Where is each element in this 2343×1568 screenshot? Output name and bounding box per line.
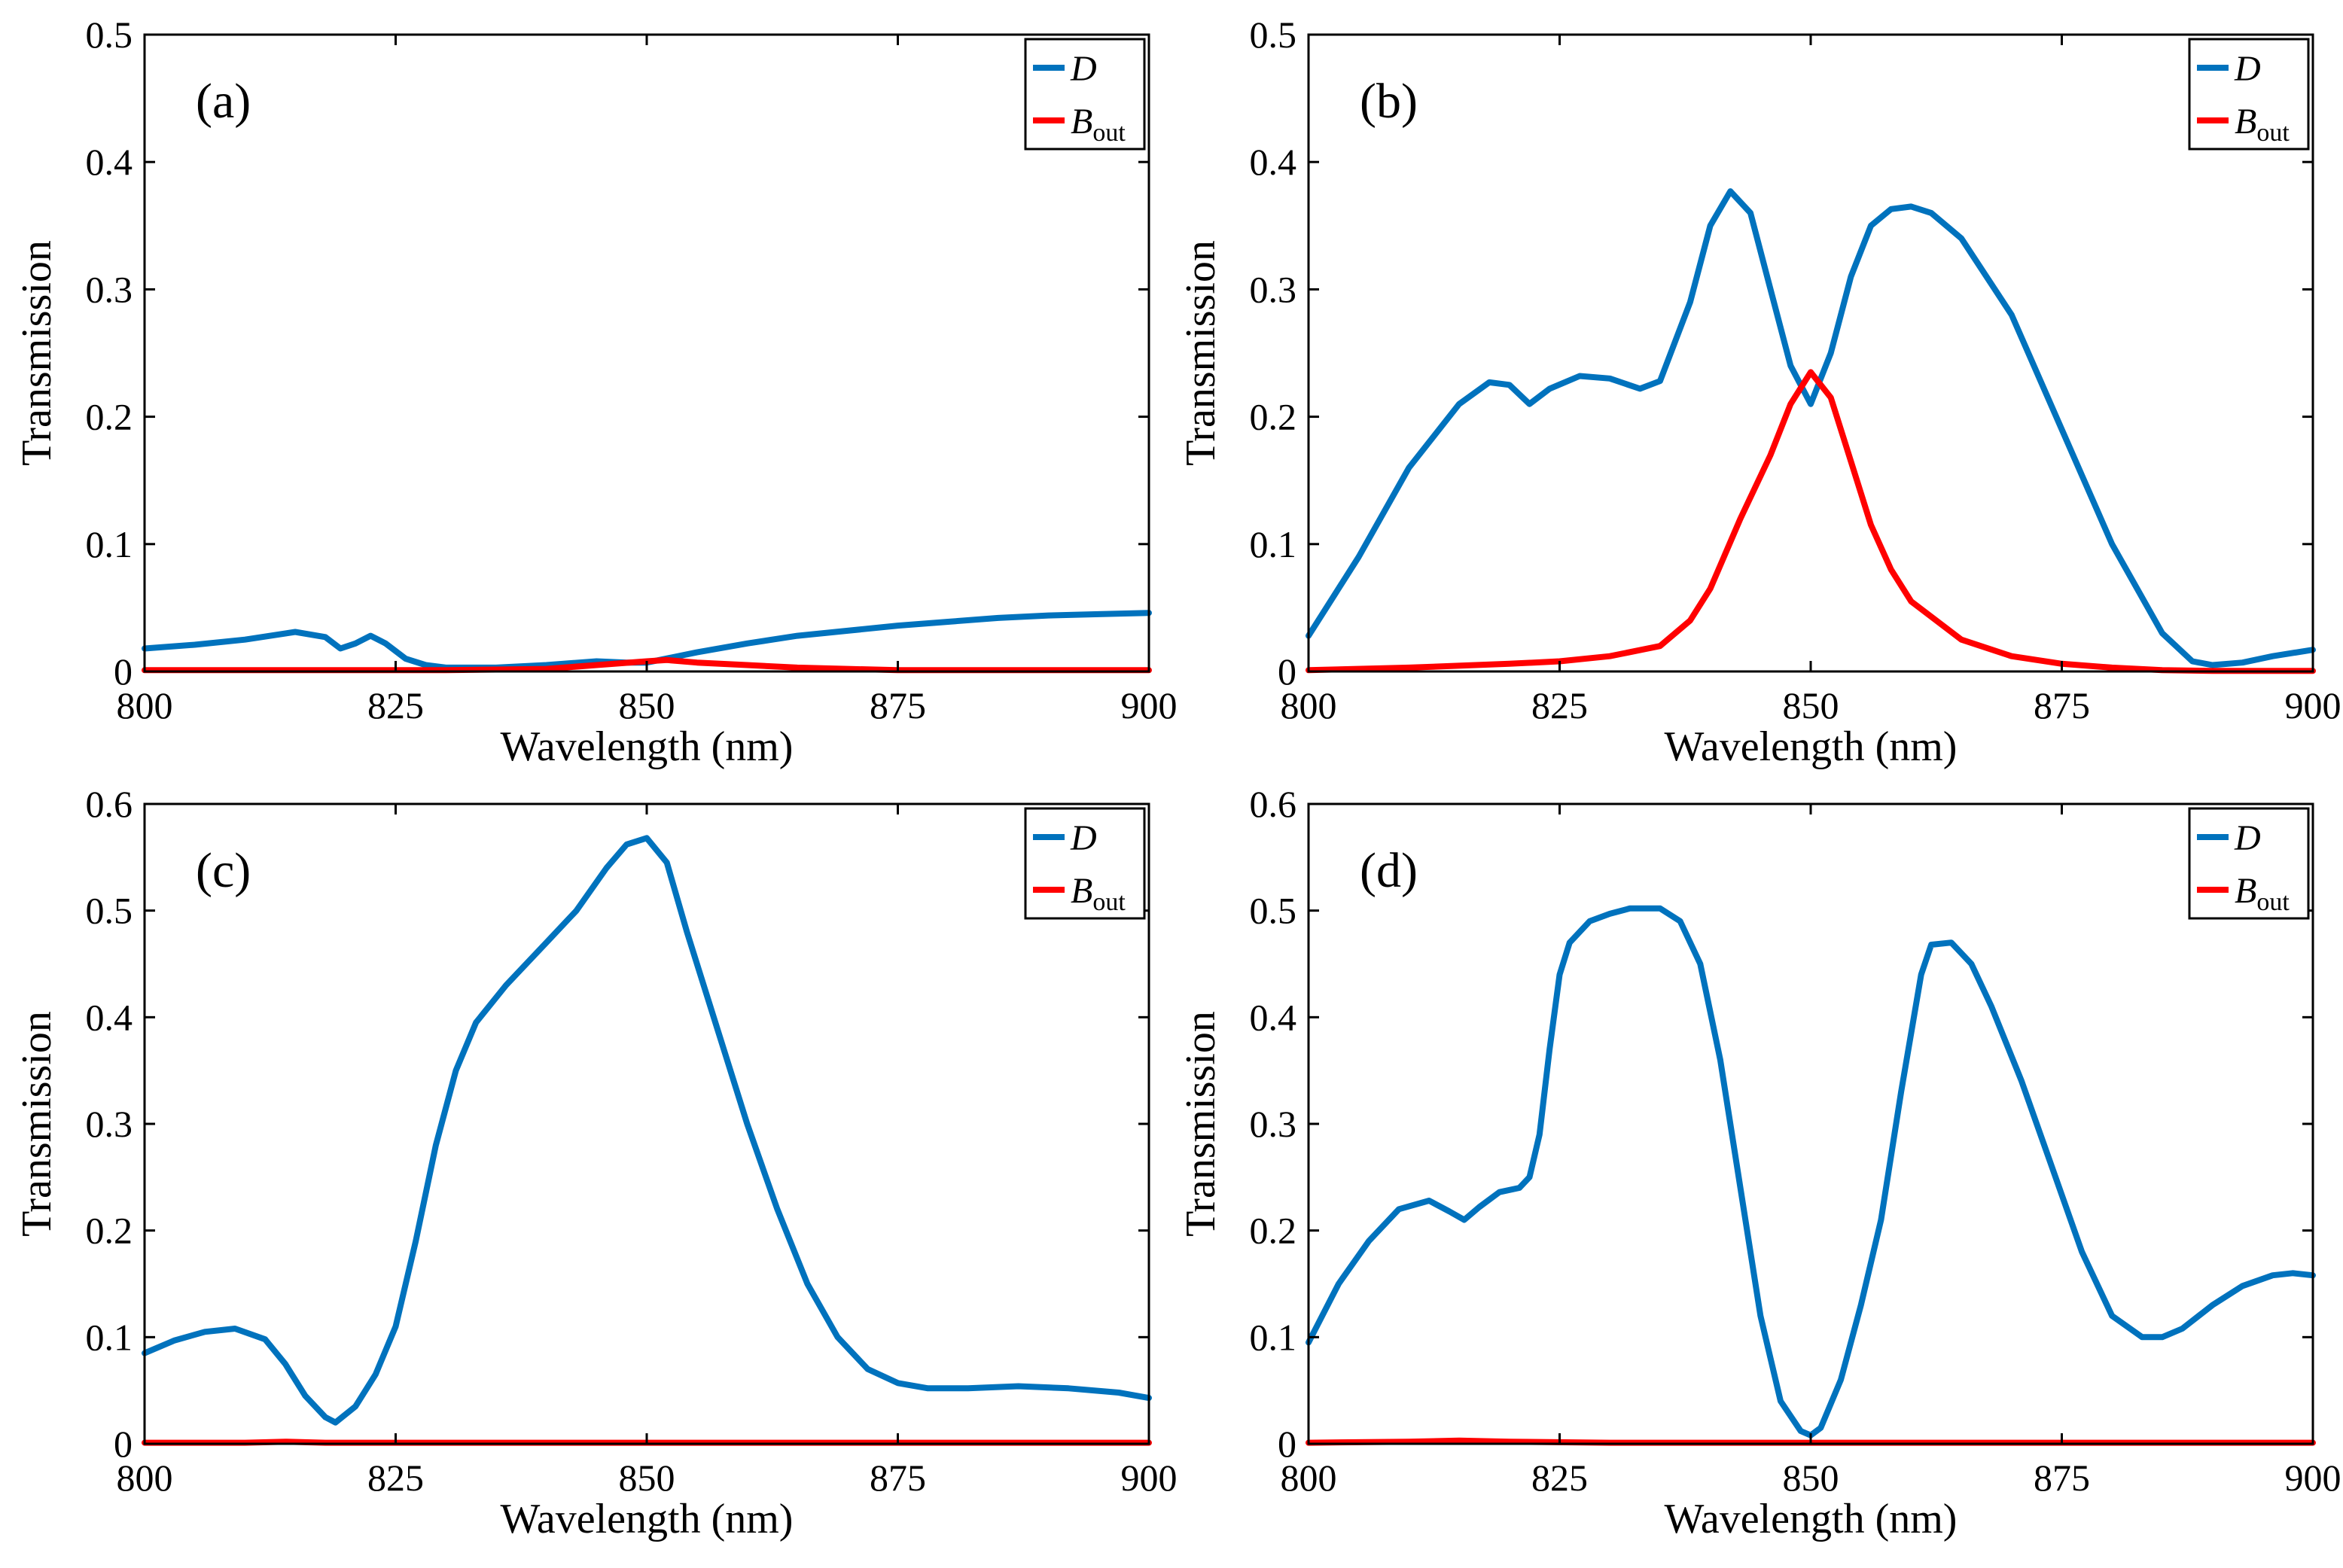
panel-label: (d) xyxy=(1360,843,1418,898)
y-tick-label: 0.6 xyxy=(1250,783,1297,825)
legend-box xyxy=(2188,38,2310,151)
y-tick-label: 0.2 xyxy=(1250,396,1297,438)
y-tick-label: 0 xyxy=(114,1423,133,1465)
plot-frame xyxy=(143,802,1150,1445)
x-tick-label: 900 xyxy=(1121,1457,1178,1499)
x-tick-label: 875 xyxy=(870,684,926,726)
y-tick-label: 0.4 xyxy=(86,996,133,1038)
y-tick-label: 0.1 xyxy=(1250,1316,1297,1358)
y-tick-label: 0.2 xyxy=(86,1210,133,1252)
series-line-d xyxy=(1306,905,2316,1439)
y-axis-label: Transmission xyxy=(14,1011,60,1237)
y-tick-label: 0 xyxy=(114,650,133,693)
y-tick-label: 0.5 xyxy=(1250,14,1297,56)
legend-box xyxy=(2188,807,2310,920)
y-tick-label: 0.3 xyxy=(86,1103,133,1145)
legend-label-bout: Bout xyxy=(1071,871,1126,916)
y-tick-label: 0.5 xyxy=(1250,890,1297,932)
y-tick-label: 0.4 xyxy=(1250,996,1297,1038)
x-tick-label: 850 xyxy=(619,684,675,726)
legend-label-bout: Bout xyxy=(2235,102,2290,147)
x-tick-label: 800 xyxy=(1281,684,1337,726)
x-tick-label: 825 xyxy=(367,1457,424,1499)
legend: D Bout xyxy=(2188,38,2310,151)
x-tick-label: 875 xyxy=(2034,684,2090,726)
legend-label-bout: Bout xyxy=(1071,102,1126,147)
y-tick-label: 0.5 xyxy=(86,14,133,56)
chart-panel-a: 800 825 850 875 900 0 0.1 0.2 0.3 0.4 0.5 Wavelengt… xyxy=(14,14,1178,770)
legend-box xyxy=(1024,807,1146,920)
panel-label: (a) xyxy=(196,74,251,129)
x-tick-label: 850 xyxy=(1783,684,1839,726)
x-tick-label: 875 xyxy=(2034,1457,2090,1499)
y-axis-label: Transmission xyxy=(1178,240,1224,466)
series-line-d xyxy=(142,610,1152,671)
plot-frame xyxy=(1307,33,2314,673)
series-line-d xyxy=(142,835,1152,1426)
y-tick-label: 0 xyxy=(1278,1423,1296,1465)
y-tick-label: 0.1 xyxy=(1250,523,1297,565)
x-tick-label: 875 xyxy=(870,1457,926,1499)
x-axis-label: Wavelength (nm) xyxy=(1665,1496,1958,1542)
panel-label: (b) xyxy=(1360,74,1418,129)
y-tick-label: 0.2 xyxy=(86,396,133,438)
y-tick-label: 0.4 xyxy=(1250,141,1297,183)
x-tick-label: 900 xyxy=(2285,684,2341,726)
x-tick-label: 900 xyxy=(2285,1457,2341,1499)
legend-label-d: D xyxy=(1070,49,1097,89)
x-axis-label: Wavelength (nm) xyxy=(1665,723,1958,770)
y-tick-label: 0.3 xyxy=(1250,1103,1297,1145)
chart-panel-c: 800 825 850 875 900 0 0.1 0.2 0.3 0.4 0.5 0.6 Wavele… xyxy=(14,783,1178,1542)
y-tick-label: 0.2 xyxy=(1250,1210,1297,1252)
legend: D Bout xyxy=(1024,38,1146,151)
plot-frame xyxy=(1307,802,2314,1445)
legend-label-bout: Bout xyxy=(2235,871,2290,916)
chart-panel-d: 800 825 850 875 900 0 0.1 0.2 0.3 0.4 0.5 0.6 Wavele… xyxy=(1178,783,2341,1542)
series-line-bout xyxy=(142,656,1152,674)
y-tick-label: 0.5 xyxy=(86,890,133,932)
y-axis-label: Transmission xyxy=(14,240,60,466)
y-tick-label: 0.6 xyxy=(86,783,133,825)
panel-label: (c) xyxy=(196,843,251,898)
legend-label-d: D xyxy=(1070,818,1097,858)
series-line-bout xyxy=(1306,369,2316,674)
x-tick-label: 900 xyxy=(1121,684,1178,726)
legend: D Bout xyxy=(1024,807,1146,920)
y-tick-label: 0.4 xyxy=(86,141,133,183)
x-tick-label: 800 xyxy=(1281,1457,1337,1499)
x-axis-label: Wavelength (nm) xyxy=(501,1496,794,1542)
y-axis-label: Transmission xyxy=(1178,1011,1224,1237)
legend-label-d: D xyxy=(2234,818,2261,858)
x-tick-label: 825 xyxy=(1531,1457,1588,1499)
legend-label-d: D xyxy=(2234,49,2261,89)
y-tick-label: 0.3 xyxy=(1250,268,1297,310)
legend-box xyxy=(1024,38,1146,151)
plot-frame xyxy=(143,33,1150,673)
y-tick-label: 0.3 xyxy=(86,268,133,310)
y-tick-label: 0 xyxy=(1278,650,1296,693)
x-tick-label: 800 xyxy=(117,1457,173,1499)
x-tick-label: 825 xyxy=(1531,684,1588,726)
x-axis-label: Wavelength (nm) xyxy=(501,723,794,770)
legend: D Bout xyxy=(2188,807,2310,920)
series-line-d xyxy=(1306,188,2316,668)
x-tick-label: 825 xyxy=(367,684,424,726)
chart-panel-b: 800 825 850 875 900 0 0.1 0.2 0.3 0.4 0.5 Wavelengt… xyxy=(1178,14,2341,770)
y-tick-label: 0.1 xyxy=(86,523,133,565)
x-tick-label: 800 xyxy=(117,684,173,726)
x-tick-label: 850 xyxy=(619,1457,675,1499)
y-tick-label: 0.1 xyxy=(86,1316,133,1358)
x-tick-label: 850 xyxy=(1783,1457,1839,1499)
